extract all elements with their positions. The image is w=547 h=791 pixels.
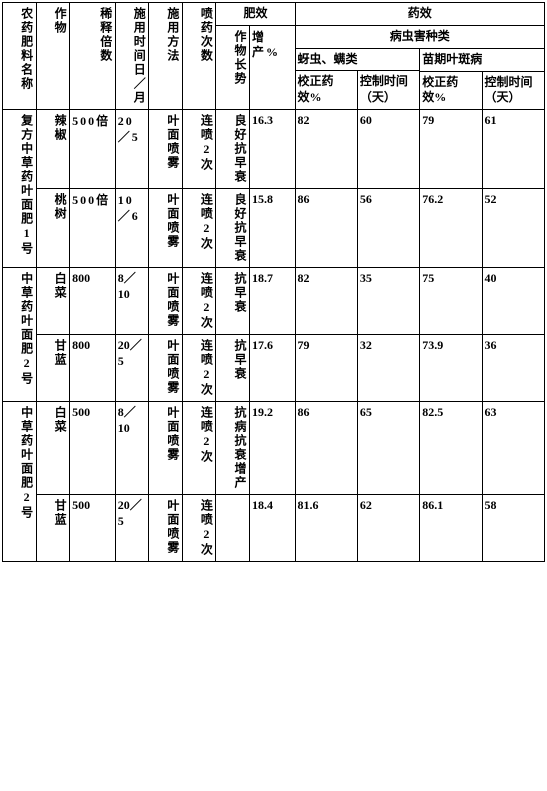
hdr-b2: 控制时间（天）	[482, 71, 544, 109]
cell-a1: 82	[295, 268, 357, 335]
cell-yield: 17.6	[249, 335, 295, 402]
cell-growth	[216, 495, 250, 562]
hdr-pest-a: 蚜虫、螨类	[295, 48, 420, 71]
cell-growth: 抗早衰	[216, 335, 250, 402]
cell-b1: 86.1	[420, 495, 482, 562]
hdr-fert-group: 肥效	[216, 3, 295, 26]
cell-name: 复方中草药叶面肥1号	[3, 110, 37, 268]
hdr-drug-group: 药效	[295, 3, 544, 26]
cell-yield: 15.8	[249, 189, 295, 268]
hdr-pest-group: 病虫害种类	[295, 25, 544, 48]
cell-b1: 82.5	[420, 402, 482, 495]
cell-a2: 65	[357, 402, 419, 495]
cell-growth: 良好抗早衰	[216, 189, 250, 268]
cell-times: 连喷2次	[182, 495, 216, 562]
cell-crop: 白菜	[36, 268, 70, 335]
cell-growth: 抗病抗衰增产	[216, 402, 250, 495]
cell-a1: 86	[295, 189, 357, 268]
hdr-date: 施用时间日／月	[115, 3, 149, 110]
table-row: 中草药叶面肥2号 白菜 500 8／10 叶面喷雾 连喷2次 抗病抗衰增产 19…	[3, 402, 545, 495]
cell-crop: 桃树	[36, 189, 70, 268]
cell-b2: 58	[482, 495, 544, 562]
hdr-yield: 增产%	[249, 25, 295, 109]
cell-crop: 甘蓝	[36, 495, 70, 562]
hdr-crop: 作物	[36, 3, 70, 110]
cell-name: 中草药叶面肥2号	[3, 268, 37, 402]
cell-times: 连喷2次	[182, 268, 216, 335]
hdr-times: 喷药次数	[182, 3, 216, 110]
cell-date: 20／5	[115, 495, 149, 562]
hdr-growth: 作物长势	[216, 25, 250, 109]
table-row: 复方中草药叶面肥1号 辣椒 500倍 20／5 叶面喷雾 连喷2次 良好抗早衰 …	[3, 110, 545, 189]
cell-a1: 82	[295, 110, 357, 189]
data-table: 农药肥料名称 作物 稀释倍数 施用时间日／月 施用方法 喷药次数 肥效 药效 作…	[2, 2, 545, 562]
cell-dilution: 800	[70, 335, 116, 402]
cell-a2: 32	[357, 335, 419, 402]
cell-b1: 79	[420, 110, 482, 189]
hdr-method: 施用方法	[149, 3, 183, 110]
cell-yield: 16.3	[249, 110, 295, 189]
cell-dilution: 800	[70, 268, 116, 335]
cell-b1: 75	[420, 268, 482, 335]
hdr-pest-b: 苗期叶斑病	[420, 48, 545, 71]
cell-dilution: 500倍	[70, 189, 116, 268]
cell-b2: 61	[482, 110, 544, 189]
cell-times: 连喷2次	[182, 189, 216, 268]
cell-date: 8／10	[115, 402, 149, 495]
cell-b2: 40	[482, 268, 544, 335]
cell-method: 叶面喷雾	[149, 268, 183, 335]
cell-method: 叶面喷雾	[149, 495, 183, 562]
cell-crop: 甘蓝	[36, 335, 70, 402]
cell-yield: 18.7	[249, 268, 295, 335]
cell-times: 连喷2次	[182, 110, 216, 189]
cell-method: 叶面喷雾	[149, 402, 183, 495]
cell-method: 叶面喷雾	[149, 110, 183, 189]
cell-b2: 63	[482, 402, 544, 495]
hdr-a1: 校正药效%	[295, 71, 357, 110]
cell-a1: 81.6	[295, 495, 357, 562]
cell-date: 8／10	[115, 268, 149, 335]
cell-growth: 抗早衰	[216, 268, 250, 335]
table-row: 甘蓝 500 20／5 叶面喷雾 连喷2次 18.4 81.6 62 86.1 …	[3, 495, 545, 562]
cell-yield: 19.2	[249, 402, 295, 495]
hdr-dilution: 稀释倍数	[70, 3, 116, 110]
hdr-b1: 校正药效%	[420, 71, 482, 109]
table-row: 中草药叶面肥2号 白菜 800 8／10 叶面喷雾 连喷2次 抗早衰 18.7 …	[3, 268, 545, 335]
cell-method: 叶面喷雾	[149, 189, 183, 268]
cell-date: 10／6	[115, 189, 149, 268]
cell-date: 20／5	[115, 110, 149, 189]
cell-a2: 60	[357, 110, 419, 189]
hdr-a2: 控制时间（天）	[357, 71, 419, 110]
cell-b2: 36	[482, 335, 544, 402]
cell-times: 连喷2次	[182, 335, 216, 402]
cell-dilution: 500	[70, 402, 116, 495]
cell-yield: 18.4	[249, 495, 295, 562]
cell-dilution: 500倍	[70, 110, 116, 189]
cell-b1: 76.2	[420, 189, 482, 268]
cell-a1: 86	[295, 402, 357, 495]
cell-growth: 良好抗早衰	[216, 110, 250, 189]
cell-date: 20／5	[115, 335, 149, 402]
cell-a1: 79	[295, 335, 357, 402]
table-row: 桃树 500倍 10／6 叶面喷雾 连喷2次 良好抗早衰 15.8 86 56 …	[3, 189, 545, 268]
hdr-name: 农药肥料名称	[3, 3, 37, 110]
cell-a2: 35	[357, 268, 419, 335]
cell-a2: 56	[357, 189, 419, 268]
cell-method: 叶面喷雾	[149, 335, 183, 402]
table-row: 甘蓝 800 20／5 叶面喷雾 连喷2次 抗早衰 17.6 79 32 73.…	[3, 335, 545, 402]
cell-dilution: 500	[70, 495, 116, 562]
cell-name: 中草药叶面肥2号	[3, 402, 37, 562]
cell-crop: 白菜	[36, 402, 70, 495]
cell-times: 连喷2次	[182, 402, 216, 495]
cell-crop: 辣椒	[36, 110, 70, 189]
cell-a2: 62	[357, 495, 419, 562]
cell-b1: 73.9	[420, 335, 482, 402]
cell-b2: 52	[482, 189, 544, 268]
